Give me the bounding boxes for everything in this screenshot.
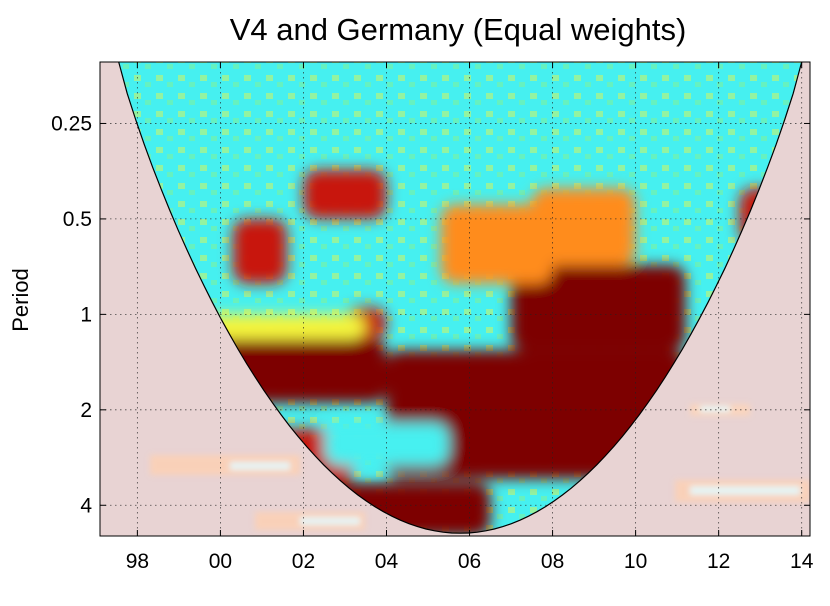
coi-artifacts: [150, 404, 810, 530]
x-tick-label-2: 02: [292, 550, 315, 573]
y-tick-label-0: 0.25: [51, 112, 92, 135]
x-tick-label-6: 10: [624, 550, 647, 573]
plot-area: [100, 62, 810, 536]
plot-frame: [99, 61, 811, 537]
y-tick-label-1: 0.5: [63, 208, 92, 231]
y-tick-label-2: 1: [80, 303, 92, 326]
x-tick-label-3: 04: [375, 550, 399, 573]
power-region-6: [232, 218, 287, 284]
power-region-4: [511, 265, 686, 351]
x-tick-label-8: 14: [790, 550, 814, 573]
x-tick-label-4: 06: [458, 550, 481, 573]
power-region-10: [531, 188, 636, 266]
y-axis-label: Period: [8, 268, 33, 332]
y-tick-label-3: 2: [80, 399, 92, 422]
power-region-5: [303, 169, 387, 219]
x-tick-label-0: 98: [126, 550, 149, 573]
x-tick-label-5: 08: [541, 550, 564, 573]
grid: [100, 62, 810, 536]
cone-outline: [118, 62, 803, 534]
x-tick-label-7: 12: [707, 550, 730, 573]
power-region-7: [440, 204, 553, 284]
x-tick-label-1: 00: [209, 550, 232, 573]
power-region-3: [386, 350, 686, 479]
power-region-12: [324, 422, 449, 466]
chart-title: V4 and Germany (Equal weights): [230, 12, 687, 47]
y-tick-label-4: 4: [80, 494, 92, 517]
